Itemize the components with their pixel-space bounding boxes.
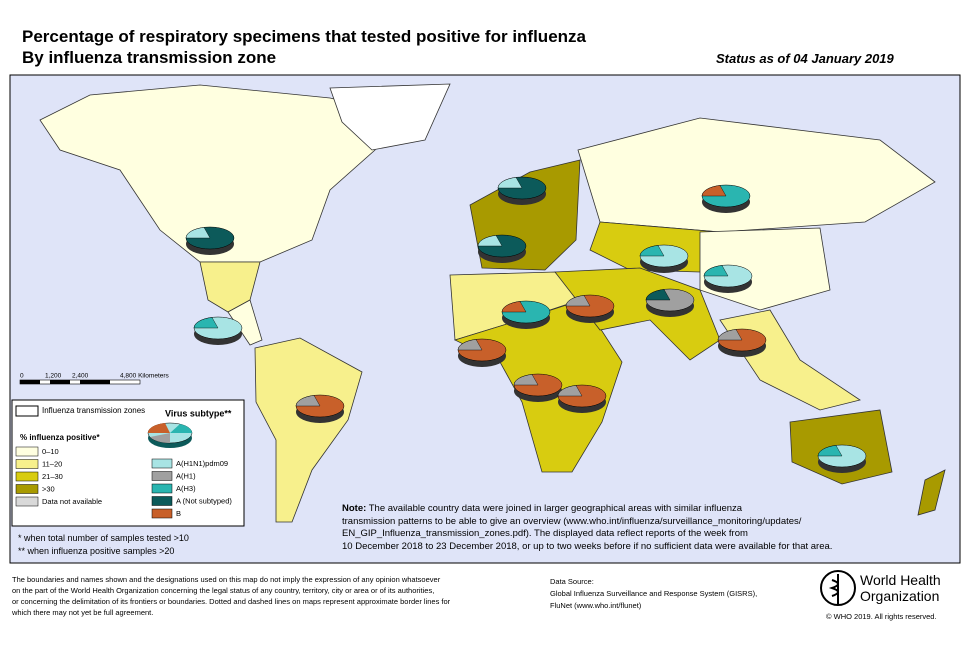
legend-percent-title: % influenza positive* [20, 433, 100, 442]
source-line: Global Influenza Surveillance and Respon… [550, 589, 758, 598]
note-line: EN_GIP_Influenza_transmission_zones.pdf)… [342, 528, 748, 539]
new-zealand [917, 469, 946, 516]
legend-label: >30 [42, 484, 55, 493]
legend-label: 11–20 [42, 459, 62, 468]
legend-swatch [151, 483, 173, 494]
legend-swatch [15, 459, 39, 469]
pie-slice [565, 295, 591, 307]
legend-swatch [151, 508, 173, 519]
pie-slice [185, 227, 211, 239]
legend-subtype-title: Virus subtype** [165, 408, 232, 418]
pie-slice [477, 235, 503, 247]
pie-slice [645, 289, 671, 301]
legend-label: Data not available [42, 497, 102, 506]
data-source: Data Source: Global Influenza Surveillan… [550, 576, 757, 612]
disclaimer-line: which there may not yet be full agreemen… [12, 608, 154, 617]
legend-swatch [151, 471, 173, 481]
zone-swatch [15, 405, 39, 417]
note-line: transmission patterns to be able to give… [342, 515, 802, 527]
source-line: Data Source: [550, 577, 594, 586]
legend-zones: Influenza transmission zones [42, 406, 145, 415]
source-line: FluNet (www.who.int/flunet) [550, 601, 642, 610]
scale-bar [19, 379, 141, 385]
logo-line: World Health [860, 572, 941, 588]
legend-swatch [15, 484, 39, 494]
note-label: Note: [342, 503, 367, 514]
pie-slice [497, 177, 523, 189]
disclaimer-line: or concerning the delimitation of its fr… [12, 597, 451, 606]
pie-slice [639, 245, 665, 257]
north-america [39, 84, 391, 263]
pie-slice [557, 385, 583, 397]
pie-slice [717, 329, 743, 341]
greenland [329, 83, 451, 151]
subtitle: By influenza transmission zone [22, 48, 277, 67]
who-logo-text: World Health Organization [860, 572, 941, 604]
legend-label: B [176, 509, 181, 518]
scale-label: 2,400 [72, 373, 89, 380]
pie-slice [513, 374, 539, 386]
pie-slice [457, 339, 483, 351]
legend-swatch [15, 496, 39, 507]
legend-label: 0–10 [42, 447, 59, 456]
note: Note: The available country data were jo… [342, 503, 832, 553]
legend-label: A(H1) [176, 471, 196, 480]
pie-slice [193, 317, 219, 329]
legend-label: 21–30 [42, 472, 63, 481]
note-line: The available country data were joined i… [366, 503, 743, 514]
status: Status as of 04 January 2019 [716, 51, 894, 66]
footnote: ** when influenza positive samples >20 [18, 546, 175, 556]
pies [185, 176, 867, 473]
legend-swatch [151, 458, 173, 469]
legend-box [11, 399, 245, 527]
pie-slice [701, 185, 727, 197]
scale-label: 4,800 Kilometers [120, 373, 170, 380]
legend-label: A(H1N1)pdm09 [176, 459, 228, 468]
disclaimer-line: on the part of the World Health Organiza… [12, 586, 435, 595]
disclaimer-line: The boundaries and names shown and the d… [12, 575, 441, 584]
title: Percentage of respiratory specimens that… [22, 27, 586, 46]
who-emblem [820, 570, 856, 606]
pie-slice [703, 265, 729, 277]
footnotes: * when total number of samples tested >1… [18, 532, 189, 558]
scale-label: 1,200 [45, 373, 62, 380]
south-america [254, 337, 363, 523]
legend-label: A(H3) [176, 484, 196, 493]
central-america [227, 299, 263, 346]
legend-swatch [15, 446, 39, 457]
scale-label: 0 [20, 373, 24, 380]
pie-slice [295, 395, 321, 407]
legend-label: A (Not subtyped) [176, 496, 232, 505]
note-line: 10 December 2018 to 23 December 2018, or… [342, 540, 833, 552]
pie-slice [817, 445, 843, 457]
logo-line: Organization [860, 588, 940, 604]
legend-swatch [15, 471, 39, 482]
pie-slice [501, 301, 527, 313]
footnote: * when total number of samples tested >1… [18, 533, 189, 543]
land [39, 83, 946, 523]
copyright: © WHO 2019. All rights reserved. [826, 612, 937, 621]
legend-pie [147, 422, 193, 448]
disclaimer: The boundaries and names shown and the d… [12, 574, 450, 618]
legend-swatch [151, 496, 173, 506]
